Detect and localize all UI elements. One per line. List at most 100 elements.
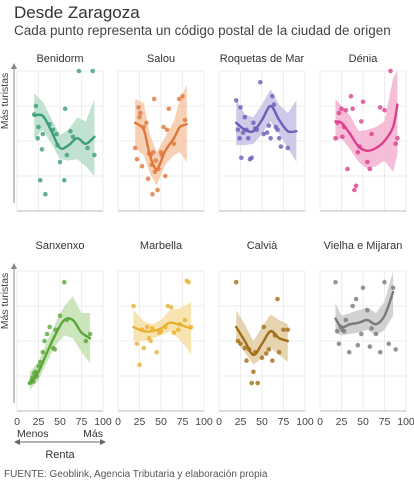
data-point: [275, 296, 280, 302]
x-tick-label: 50: [357, 416, 369, 428]
data-point: [360, 99, 366, 105]
panel-title: Benidorm: [36, 53, 83, 65]
data-point: [343, 317, 349, 323]
data-point: [339, 106, 344, 112]
data-point: [35, 135, 40, 141]
x-tick-label: 75: [379, 416, 391, 428]
data-point: [150, 326, 155, 331]
x-tick-label: 0: [115, 416, 121, 428]
trend-line: [132, 321, 193, 333]
confidence-band: [34, 93, 95, 176]
data-point: [350, 303, 355, 309]
data-point: [333, 135, 338, 141]
data-point: [237, 135, 242, 141]
confidence-band: [133, 301, 192, 355]
data-point: [278, 144, 284, 149]
panel-title: Salou: [147, 53, 175, 65]
data-point: [336, 341, 342, 347]
data-point: [343, 107, 349, 113]
x-axis-label-left: Menos: [17, 428, 49, 440]
data-point: [244, 358, 249, 363]
data-point: [348, 93, 354, 99]
x-tick-label: 50: [155, 416, 167, 428]
x-axis-annotation: Menos Más Renta: [14, 428, 106, 461]
panel-title: Roquetas de Mar: [220, 53, 305, 65]
data-point: [352, 187, 357, 193]
data-point: [76, 68, 82, 74]
data-point: [137, 362, 142, 368]
x-arrowhead-left: [14, 439, 20, 445]
data-point: [365, 159, 370, 165]
data-point: [85, 145, 90, 151]
data-point: [245, 135, 251, 141]
data-point: [175, 327, 181, 333]
data-point: [30, 375, 35, 380]
trend-line: [235, 325, 289, 357]
data-point: [31, 379, 36, 384]
data-point: [47, 121, 52, 127]
x-tick-label: 75: [76, 416, 88, 428]
data-point: [87, 331, 93, 337]
data-point: [373, 331, 379, 337]
trend-line: [28, 317, 92, 385]
confidence-band: [236, 310, 288, 365]
data-point: [186, 279, 191, 285]
trend-line: [33, 113, 96, 150]
data-point: [254, 127, 260, 133]
x-tick-label: 0: [216, 416, 222, 428]
data-point: [255, 380, 260, 386]
data-point: [369, 131, 374, 137]
y-axis-arrowhead: [11, 263, 17, 269]
data-point: [345, 166, 350, 172]
data-point: [233, 279, 239, 285]
data-point: [395, 135, 400, 141]
data-point: [239, 155, 244, 161]
data-point: [43, 191, 48, 197]
data-point: [176, 96, 182, 102]
data-point: [272, 333, 278, 338]
data-point: [136, 105, 141, 110]
data-point: [235, 127, 241, 133]
data-point: [177, 321, 183, 327]
data-point: [156, 166, 161, 172]
data-point: [155, 187, 160, 193]
x-axis-label-right: Más: [83, 428, 103, 440]
panel-marbella: Marbella 0 25 50 75 100: [115, 240, 213, 428]
data-point: [148, 152, 153, 158]
data-point: [148, 338, 153, 344]
data-point: [281, 327, 286, 333]
data-point: [57, 159, 63, 165]
trend-line: [334, 103, 399, 153]
data-point: [276, 349, 282, 355]
data-point: [90, 68, 95, 74]
data-point: [152, 169, 158, 175]
data-point: [180, 93, 185, 99]
confidence-band: [335, 271, 394, 336]
data-point: [70, 134, 76, 140]
data-point: [137, 114, 142, 120]
data-point: [353, 183, 359, 189]
data-point: [141, 345, 147, 351]
data-point: [365, 307, 370, 313]
data-point: [358, 119, 364, 124]
data-point: [31, 370, 37, 376]
panel-benidorm: Benidorm: [16, 53, 104, 212]
data-point: [33, 369, 39, 375]
panel-sanxenxo: Sanxenxo 0 25 50 75 100: [14, 240, 112, 428]
data-point: [34, 373, 40, 379]
data-point: [150, 149, 156, 155]
data-point: [242, 345, 248, 351]
data-point: [249, 380, 254, 386]
trend-line: [334, 290, 395, 329]
data-point: [276, 135, 282, 141]
data-point: [251, 120, 256, 126]
x-tick-label: 50: [256, 416, 268, 428]
data-point: [47, 324, 52, 330]
data-point: [154, 349, 159, 355]
data-point: [40, 349, 46, 355]
data-point: [62, 106, 68, 112]
data-point: [150, 191, 155, 197]
x-tick-label: 25: [235, 416, 247, 428]
data-point: [393, 347, 398, 352]
data-point: [341, 124, 347, 130]
